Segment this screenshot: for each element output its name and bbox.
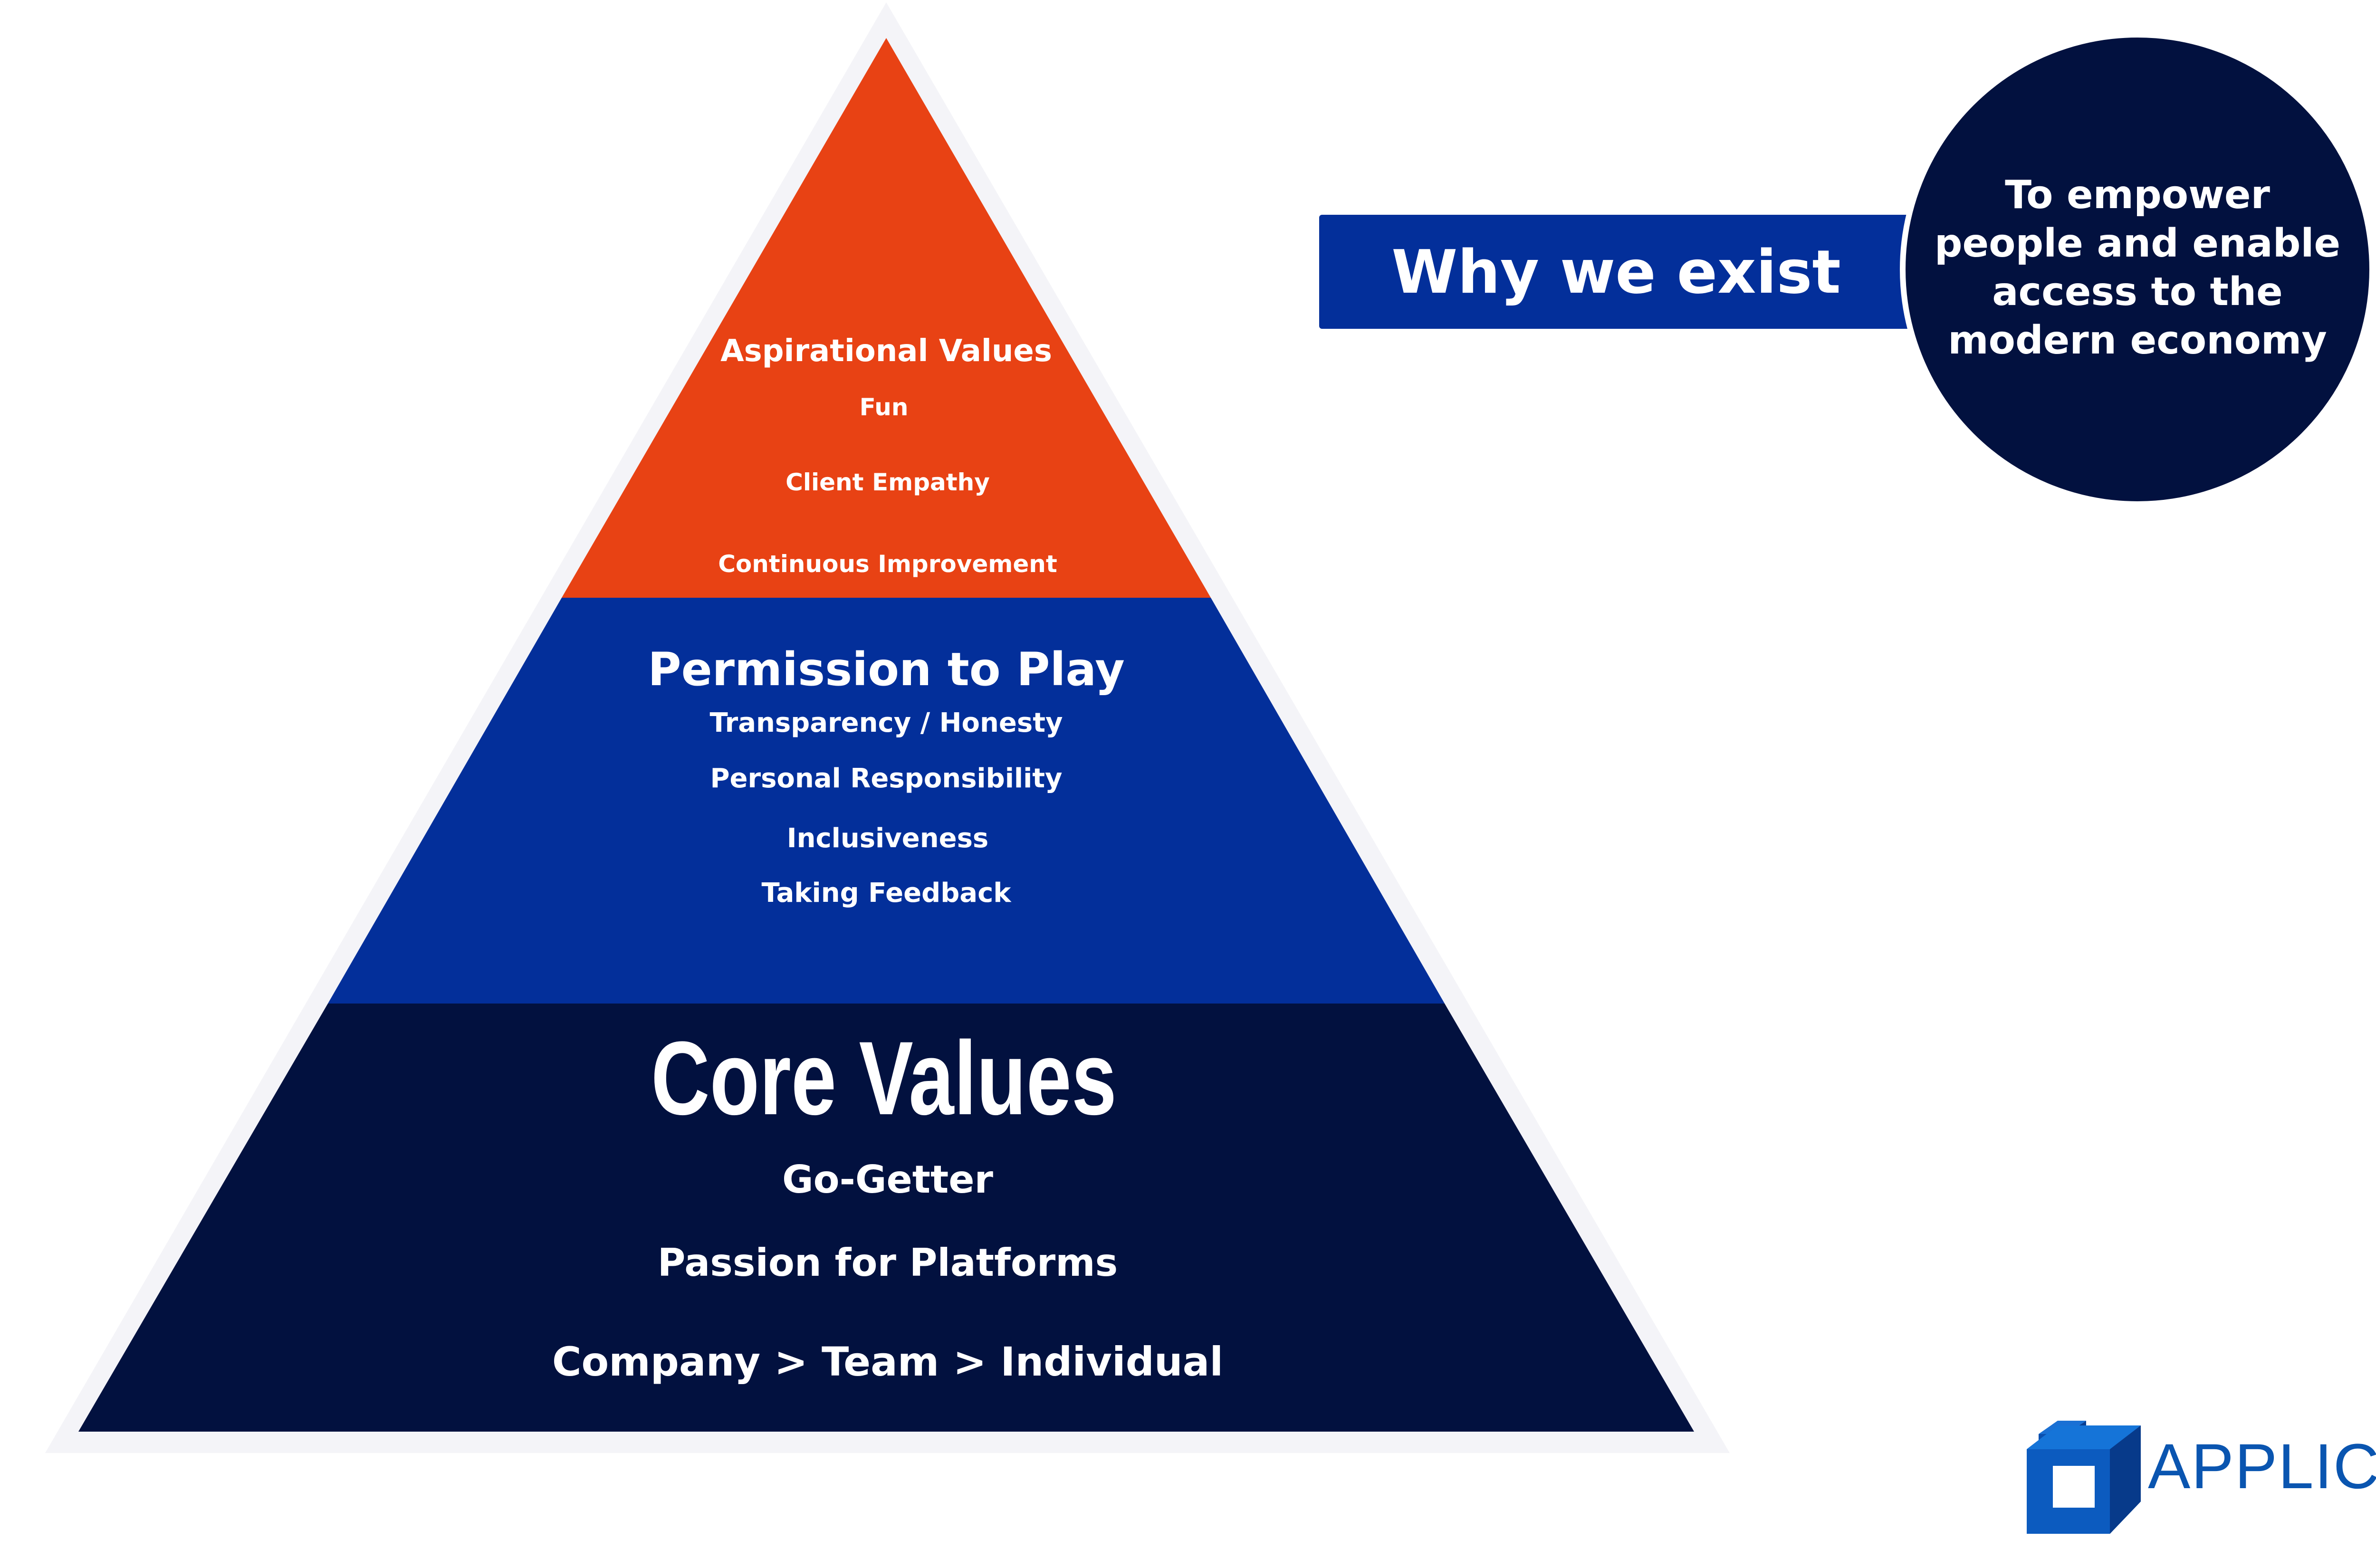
permission-item: Inclusiveness bbox=[787, 823, 988, 854]
applico-logo-text: APPLICO bbox=[2148, 1431, 2376, 1502]
purpose-line: To empower bbox=[2005, 172, 2270, 218]
pyramid-tier-core bbox=[78, 1004, 1694, 1432]
permission-item: Taking Feedback bbox=[762, 878, 1012, 908]
why-we-exist-banner: Why we exist bbox=[1319, 215, 1937, 329]
purpose-line: people and enable bbox=[1934, 221, 2341, 266]
aspirational-title: Aspirational Values bbox=[720, 334, 1052, 369]
core-item: Company > Team > Individual bbox=[552, 1339, 1223, 1385]
permission-item: Transparency / Honesty bbox=[710, 708, 1063, 738]
applico-cube-icon bbox=[2027, 1421, 2141, 1534]
pyramid-tier-aspirational bbox=[562, 38, 1211, 598]
purpose-line: modern economy bbox=[1948, 318, 2327, 363]
pyramid-tier-permission bbox=[328, 598, 1445, 1004]
core-title: Core Values bbox=[651, 1020, 1117, 1137]
purpose-line: access to the bbox=[1992, 269, 2283, 315]
aspirational-item: Fun bbox=[860, 393, 909, 421]
permission-title: Permission to Play bbox=[648, 643, 1125, 696]
core-item: Passion for Platforms bbox=[658, 1241, 1118, 1285]
why-we-exist-label: Why we exist bbox=[1391, 237, 1841, 307]
aspirational-item: Continuous Improvement bbox=[718, 550, 1057, 578]
aspirational-item: Client Empathy bbox=[786, 468, 990, 496]
core-item: Go-Getter bbox=[782, 1157, 993, 1202]
purpose-statement: To empower people and enable access to t… bbox=[1914, 171, 2361, 365]
permission-item: Personal Responsibility bbox=[710, 763, 1062, 794]
